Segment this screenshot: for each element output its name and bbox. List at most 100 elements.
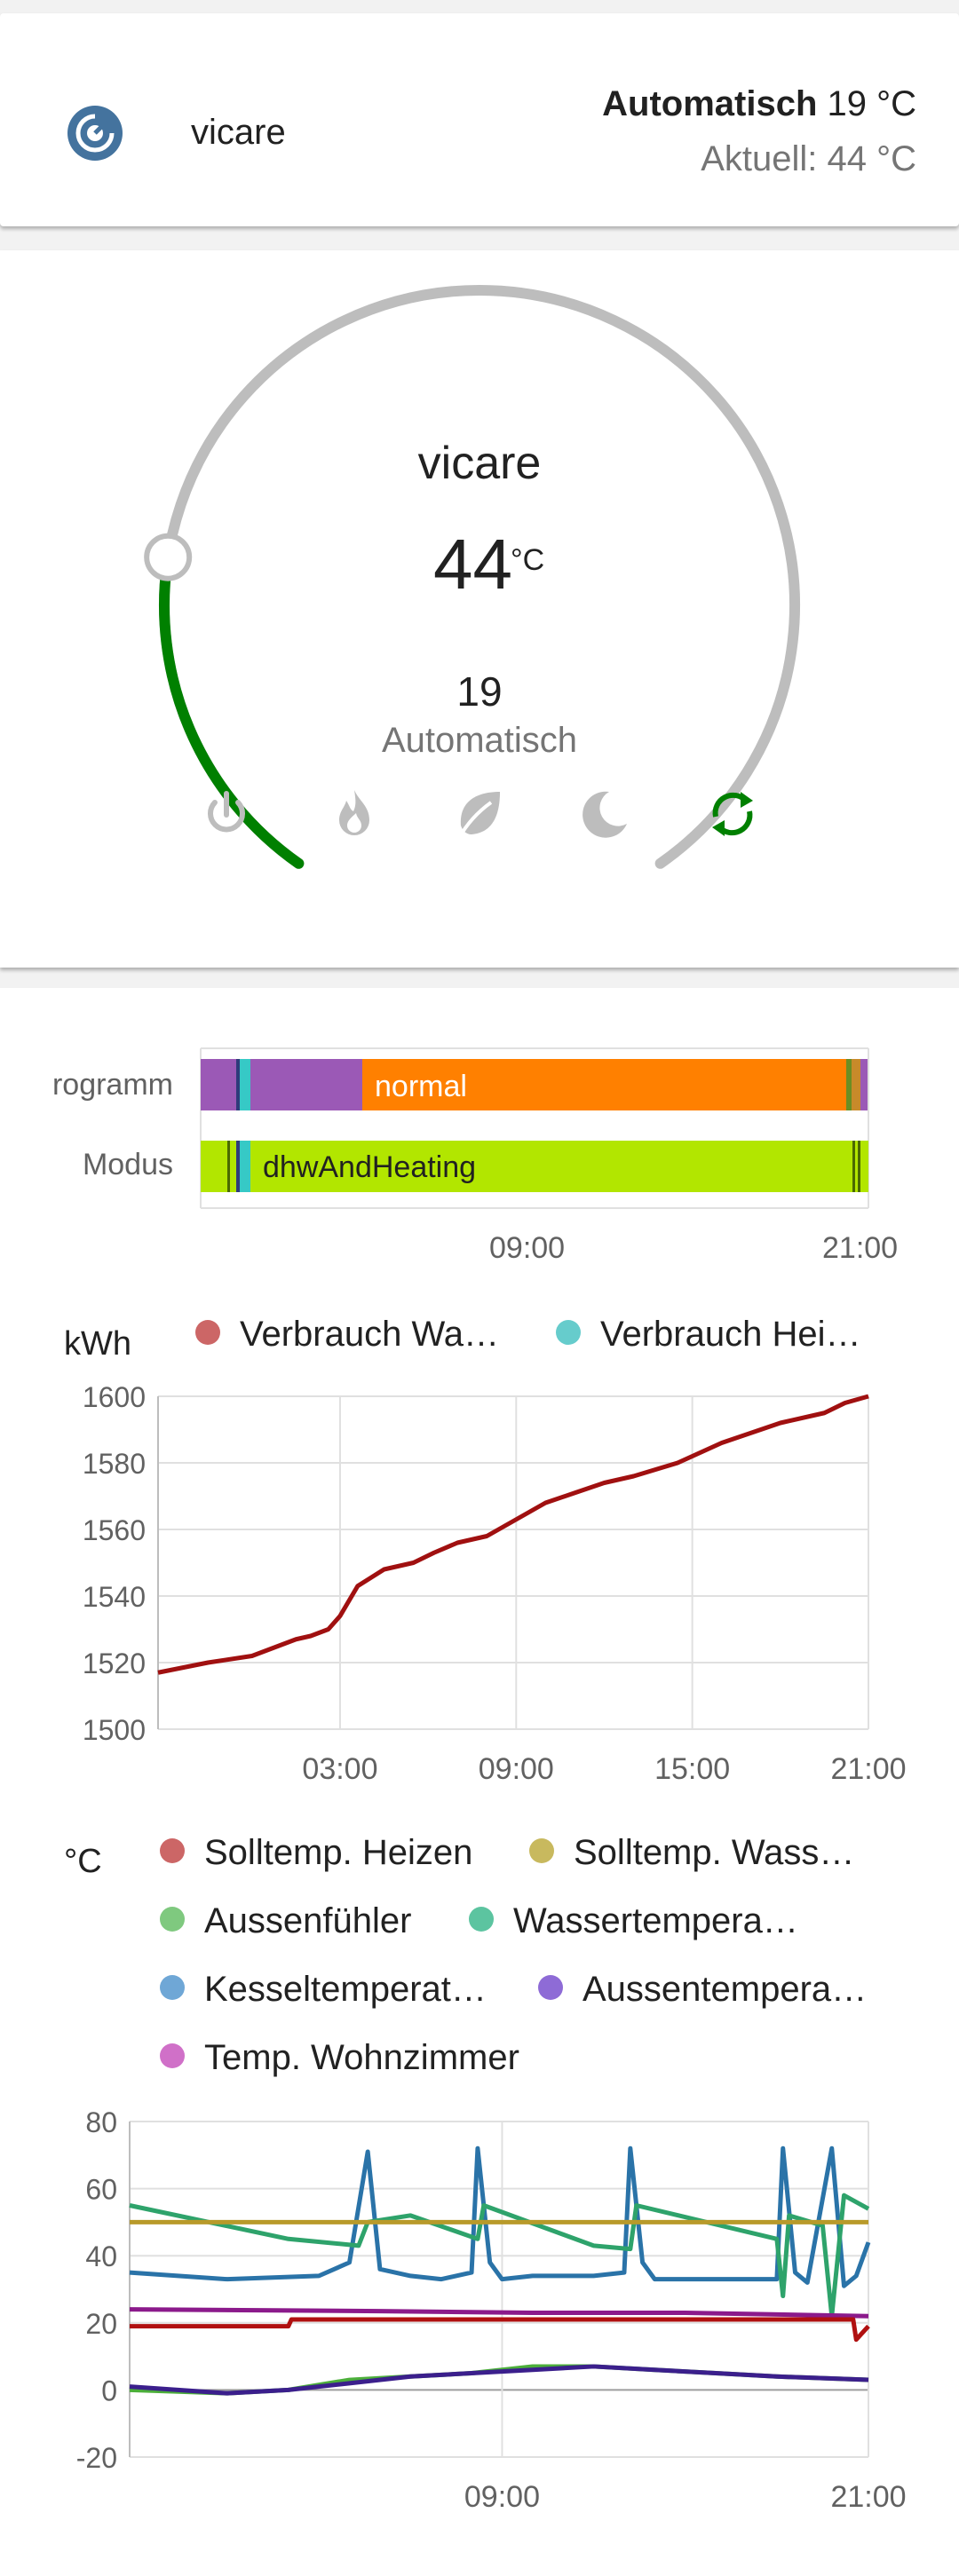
- x-tick-label: 09:00: [464, 2480, 540, 2514]
- thermostat-card: vicare 44 °C 19 Automatisch: [0, 250, 959, 968]
- x-tick-label: 09:00: [489, 1231, 566, 1265]
- timeline-row-label: Modus: [82, 1148, 173, 1181]
- timeline-segment[interactable]: [858, 1141, 860, 1192]
- entity-state: Automatisch 19 °C: [602, 84, 916, 124]
- mode-eco-button[interactable]: [448, 783, 511, 845]
- y-tick-label: 1500: [83, 1714, 146, 1746]
- legend-label: Solltemp. Wass…: [574, 1833, 855, 1872]
- series-line[interactable]: [129, 2193, 870, 2319]
- y-axis-unit: kWh: [64, 1325, 131, 1363]
- auto-cycle-icon: [712, 792, 753, 836]
- timeline-segment[interactable]: [240, 1059, 250, 1110]
- temperature-unit: °C: [511, 543, 545, 577]
- legend-color-dot: [529, 1838, 554, 1864]
- y-tick-label: 1540: [83, 1581, 146, 1613]
- x-tick-label: 21:00: [822, 1231, 899, 1265]
- timeline-segment[interactable]: [240, 1141, 250, 1192]
- legend-item[interactable]: Kesseltemperat…: [160, 1970, 487, 2010]
- legend-label: Aussentempera…: [583, 1970, 868, 2009]
- fire-icon: [339, 790, 369, 835]
- timeline-segment-label: normal: [375, 1070, 467, 1103]
- entity-name: vicare: [191, 113, 286, 152]
- timeline-segment[interactable]: [250, 1059, 362, 1110]
- x-tick-label: 15:00: [654, 1752, 730, 1786]
- temperature-line-chart[interactable]: 80 60 40 20 0 -20 09:00 21:00: [0, 988, 959, 2576]
- legend-color-dot: [160, 1907, 185, 1932]
- legend-item[interactable]: Verbrauch Hei…: [556, 1315, 860, 1355]
- target-temp-label: 19 °C: [827, 84, 917, 123]
- x-tick-label: 21:00: [830, 2480, 906, 2514]
- series-line[interactable]: [129, 2307, 869, 2319]
- y-tick-label: 1600: [83, 1381, 146, 1413]
- entity-header-card[interactable]: vicare Automatisch 19 °C Aktuell: 44 °C: [0, 13, 959, 226]
- y-tick-label: 1520: [83, 1648, 146, 1679]
- series-line[interactable]: [130, 2317, 870, 2343]
- legend-color-dot: [469, 1907, 494, 1932]
- target-temperature: 19: [456, 668, 503, 715]
- thermostat-dial[interactable]: [0, 250, 959, 968]
- y-tick-label: 40: [85, 2240, 117, 2272]
- leaf-icon: [457, 792, 500, 839]
- legend-color-dot: [160, 1838, 185, 1864]
- timeline-segment[interactable]: [236, 1141, 242, 1192]
- moon-icon: [583, 791, 627, 838]
- y-tick-label: -20: [76, 2442, 117, 2474]
- y-tick-label: 20: [85, 2308, 117, 2340]
- legend-color-dot: [160, 2043, 185, 2069]
- series-line[interactable]: [129, 2364, 869, 2396]
- legend-item[interactable]: Aussentempera…: [538, 1970, 867, 2010]
- mode-off-button[interactable]: [195, 783, 258, 845]
- legend-item[interactable]: Aussenfühler: [160, 1901, 411, 1941]
- legend-color-dot: [195, 1320, 220, 1346]
- timeline-segment[interactable]: [860, 1059, 868, 1110]
- thermostat-icon: [67, 106, 123, 161]
- dial-handle[interactable]: [144, 533, 193, 581]
- x-tick-label: 09:00: [479, 1752, 554, 1786]
- legend-label: Solltemp. Heizen: [204, 1833, 473, 1872]
- timeline-chart[interactable]: [0, 988, 959, 1272]
- hvac-mode-label: Automatisch: [602, 84, 818, 123]
- legend-color-dot: [556, 1320, 581, 1346]
- thermostat-name: vicare: [417, 438, 542, 489]
- legend-color-dot: [160, 1975, 185, 2001]
- dial-active-arc: [159, 551, 305, 869]
- legend-item[interactable]: Solltemp. Heizen: [160, 1833, 472, 1873]
- mode-away-button[interactable]: [574, 783, 636, 845]
- legend-label: Verbrauch Hei…: [600, 1315, 861, 1354]
- x-tick-label: 21:00: [830, 1752, 906, 1786]
- timeline-segment[interactable]: [362, 1059, 846, 1110]
- current-temp-label: Aktuell: 44 °C: [701, 139, 916, 178]
- y-tick-label: 0: [101, 2375, 117, 2406]
- mode-heat-button[interactable]: [323, 783, 385, 845]
- legend-label: Temp. Wohnzimmer: [204, 2038, 519, 2077]
- hvac-mode: Automatisch: [381, 721, 578, 760]
- y-tick-label: 60: [85, 2174, 117, 2206]
- mode-auto-button[interactable]: [701, 783, 764, 845]
- y-tick-label: 80: [85, 2106, 117, 2138]
- legend-label: Verbrauch Wa…: [240, 1315, 499, 1354]
- timeline-segment[interactable]: [852, 1059, 860, 1110]
- legend-item[interactable]: Solltemp. Wass…: [529, 1833, 854, 1873]
- legend-item[interactable]: Temp. Wohnzimmer: [160, 2038, 519, 2078]
- timeline-segment[interactable]: [201, 1141, 868, 1192]
- timeline-row-label: rogramm: [52, 1068, 173, 1102]
- y-tick-label: 1560: [83, 1514, 146, 1546]
- legend-label: Wassertempera…: [513, 1901, 798, 1940]
- series-line[interactable]: [157, 1394, 869, 1675]
- y-axis-unit: °C: [64, 1843, 102, 1880]
- series-line[interactable]: [129, 2145, 871, 2288]
- timeline-segment[interactable]: [236, 1059, 242, 1110]
- legend-label: Kesseltemperat…: [204, 1970, 487, 2009]
- legend-color-dot: [538, 1975, 563, 2001]
- current-temperature: 44: [433, 525, 512, 604]
- legend-item[interactable]: Wassertempera…: [469, 1901, 798, 1941]
- legend-item[interactable]: Verbrauch Wa…: [195, 1315, 499, 1355]
- timeline-segment[interactable]: [846, 1059, 852, 1110]
- power-icon: [208, 791, 245, 833]
- history-graph-card: rogramm Modus normal dhwAndHeating 09:00…: [0, 988, 959, 2576]
- y-tick-label: 1580: [83, 1448, 146, 1480]
- timeline-segment[interactable]: [852, 1141, 855, 1192]
- x-tick-label: 03:00: [302, 1752, 377, 1786]
- energy-line-chart[interactable]: 1600 1580 1560 1540 1520 1500 03:00 09:00 15:00 2…: [0, 988, 959, 1787]
- timeline-segment[interactable]: [227, 1141, 230, 1192]
